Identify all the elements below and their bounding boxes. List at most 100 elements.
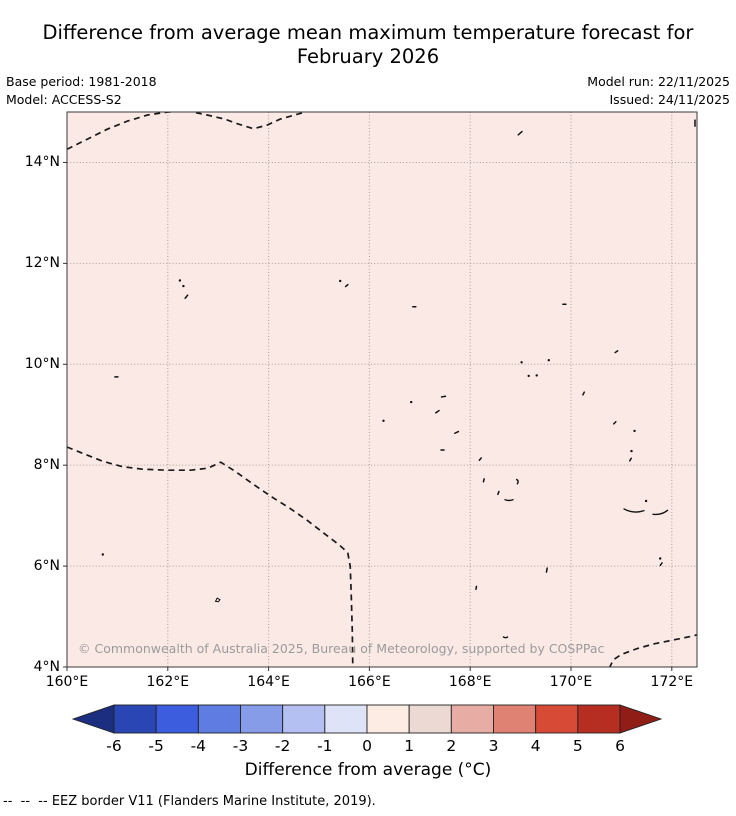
island-mark [659, 562, 663, 567]
colorbar-tick-label: 4 [530, 737, 541, 755]
x-axis-tick-label: 172°E [650, 674, 694, 690]
x-axis-tick-label: 170°E [549, 674, 593, 690]
island-mark [178, 279, 182, 282]
colorbar-label: Difference from average (°C) [244, 760, 492, 780]
colorbar-cell [366, 704, 410, 734]
legend-text: EEZ border V11 (Flanders Marine Institut… [47, 794, 376, 809]
island-marks [101, 119, 696, 639]
colorbar-tick-label: -5 [148, 737, 164, 755]
x-axis-tick-label: 160°E [45, 674, 89, 690]
colorbar-cell [577, 704, 621, 734]
island-mark [410, 400, 413, 404]
colorbar-under-arrow [71, 704, 115, 734]
map-ocean-fill [67, 112, 697, 667]
colorbar-tick-label: -3 [232, 737, 249, 755]
colorbar-tick-label: 2 [446, 737, 457, 755]
colorbar-tick-label: -4 [190, 737, 207, 755]
y-axis-tick-label: 12°N [24, 255, 60, 272]
colorbar-over-arrow [619, 704, 663, 734]
island-mark [184, 294, 189, 299]
island-mark [101, 553, 104, 556]
colorbar-tick-label: 0 [362, 737, 372, 755]
colorbar [71, 704, 663, 734]
colorbar-cell [535, 704, 579, 734]
island-mark [214, 597, 221, 603]
map-border [66, 111, 698, 668]
colorbar-tick-label: 1 [404, 737, 415, 755]
island-mark [504, 498, 514, 502]
legend-footnote: -- -- -- EEZ border V11 (Flanders Marine… [3, 794, 376, 809]
island-mark [502, 636, 509, 639]
island-mark [547, 359, 550, 362]
island-mark [382, 419, 385, 422]
island-mark [517, 130, 523, 136]
island-mark [633, 429, 636, 433]
colorbar-cell [493, 704, 537, 734]
colorbar-cell [113, 704, 157, 734]
island-mark [629, 457, 632, 462]
island-mark [623, 508, 645, 513]
colorbar-tick-label: 5 [572, 737, 583, 755]
y-axis-tick-label: 8°N [33, 457, 60, 474]
y-axis-tick-label: 14°N [24, 154, 60, 171]
island-mark [535, 374, 538, 377]
island-mark [527, 374, 530, 378]
eez-border-line [67, 446, 354, 667]
island-mark [652, 509, 669, 516]
island-mark [515, 478, 519, 485]
island-mark [478, 457, 483, 461]
colorbar-cell [408, 704, 452, 734]
island-mark [630, 449, 633, 453]
copyright-text: © Commonwealth of Australia 2025, Bureau… [78, 641, 605, 656]
island-mark [435, 409, 440, 414]
colorbar-cell [197, 704, 241, 734]
island-mark [339, 279, 342, 283]
island-mark [182, 284, 185, 288]
island-mark [497, 490, 500, 496]
island-mark [475, 585, 478, 591]
island-mark [545, 567, 548, 573]
x-axis-tick-label: 166°E [348, 674, 391, 690]
colorbar-tick-label: -6 [106, 737, 122, 755]
island-mark [482, 478, 485, 483]
colorbar-tick-label: 3 [488, 737, 499, 755]
colorbar-cell [450, 704, 494, 734]
colorbar-cell [240, 704, 284, 734]
colorbar-cell [155, 704, 199, 734]
island-mark [644, 499, 648, 503]
model-run-text: Model run: 22/11/2025 [587, 74, 730, 89]
figure-title-line2: February 2026 [296, 44, 440, 68]
colorbar-tick-label: 6 [615, 737, 625, 755]
island-mark [454, 430, 460, 434]
island-mark [344, 283, 349, 288]
x-axis-tick-label: 164°E [247, 674, 290, 690]
eez-border-line [608, 634, 697, 667]
figure-title: Difference from average mean maximum tem… [0, 21, 736, 68]
island-mark [582, 391, 585, 396]
colorbar-tick-label: -1 [317, 737, 333, 755]
model-text: Model: ACCESS-S2 [6, 92, 122, 107]
island-mark [614, 350, 619, 354]
axis-tick-marks [63, 161, 673, 671]
issued-text: Issued: 24/11/2025 [609, 92, 731, 107]
eez-border-line [67, 112, 309, 151]
x-axis-tick-label: 168°E [448, 674, 492, 690]
run-info-left: Base period: 1981-2018 Model: ACCESS-S2 [6, 73, 157, 109]
colorbar-tick-label: -2 [274, 737, 291, 755]
base-period-text: Base period: 1981-2018 [6, 74, 157, 89]
x-axis-tick-label: 162°E [146, 674, 190, 690]
island-mark [520, 361, 523, 364]
island-mark [659, 557, 662, 560]
y-axis-tick-label: 10°N [24, 356, 60, 373]
y-axis-tick-label: 6°N [33, 558, 60, 575]
island-mark [612, 420, 617, 425]
run-info-right: Model run: 22/11/2025 Issued: 24/11/2025 [587, 73, 730, 109]
eez-border-lines [67, 112, 697, 667]
figure-title-line1: Difference from average mean maximum tem… [42, 21, 694, 44]
y-axis-tick-label: 4°N [33, 659, 60, 675]
island-mark [440, 395, 447, 398]
colorbar-cell [282, 704, 326, 734]
legend-dash-sample: -- -- -- [3, 794, 48, 809]
